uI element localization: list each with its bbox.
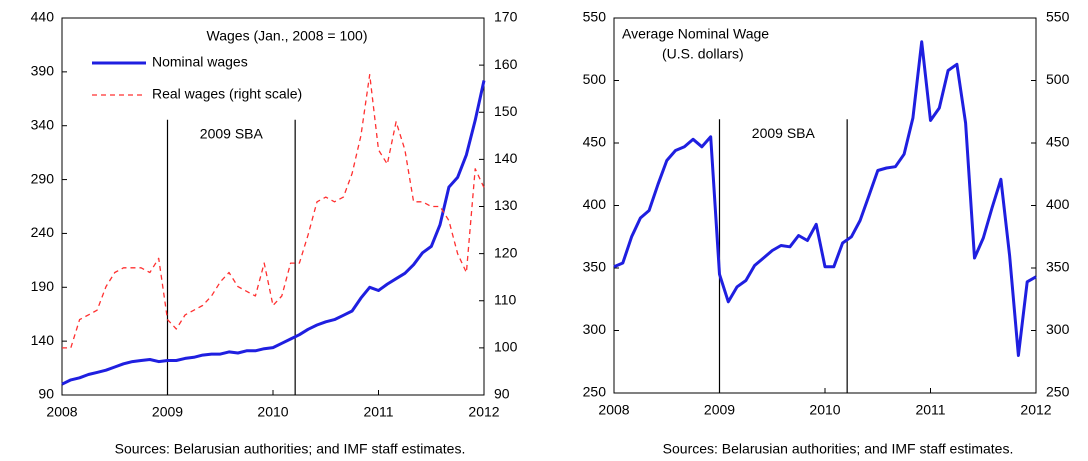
y-tick-label: 340 [31,116,55,132]
annotation: 2009 SBA [752,125,816,141]
y2-tick-label: 150 [494,103,518,119]
y2-tick-label: 130 [494,197,518,213]
y-tick-label: 250 [583,384,607,400]
source-note: Sources: Belarusian authorities; and IMF… [663,441,1014,457]
y2-tick-label: 550 [1046,9,1070,25]
plot-frame [61,17,485,396]
x-tick-label: 2008 [46,404,77,420]
chart-subtitle: (U.S. dollars) [662,46,744,62]
y-tick-label: 500 [583,71,607,87]
y2-tick-label: 350 [1046,259,1070,275]
y2-tick-label: 160 [494,56,518,72]
x-tick-label: 2012 [1020,402,1051,418]
data-line [61,80,486,386]
y-tick-label: 240 [31,224,55,240]
y-tick-label: 350 [583,259,607,275]
y-tick-label: 450 [583,134,607,150]
y-tick-label: 440 [31,9,55,25]
y2-tick-label: 500 [1046,71,1070,87]
y2-tick-label: 170 [494,9,518,25]
chart-title: Wages (Jan., 2008 = 100) [207,28,368,44]
x-tick-label: 2009 [152,404,183,420]
x-tick-label: 2011 [915,402,945,418]
x-tick-label: 2011 [363,404,393,420]
annotation: 2009 SBA [200,126,264,142]
y-tick-label: 190 [31,278,55,294]
plot-frame [613,17,1037,394]
y-tick-label: 300 [583,321,607,337]
y-tick-label: 140 [31,332,55,348]
x-tick-label: 2010 [257,404,288,420]
x-tick-label: 2009 [704,402,735,418]
y-tick-label: 290 [31,170,55,186]
data-line [62,73,485,349]
x-tick-label: 2010 [809,402,840,418]
data-line [613,40,1037,357]
y2-tick-label: 450 [1046,134,1070,150]
y-tick-label: 390 [31,63,55,79]
y2-tick-label: 400 [1046,196,1070,212]
x-tick-label: 2008 [598,402,629,418]
y2-tick-label: 110 [494,291,517,307]
y2-tick-label: 250 [1046,384,1070,400]
source-note: Sources: Belarusian authorities; and IMF… [115,441,466,457]
y2-tick-label: 140 [494,150,518,166]
y-tick-label: 550 [583,9,607,25]
y-tick-label: 400 [583,196,607,212]
y2-tick-label: 100 [494,339,518,355]
y2-tick-label: 300 [1046,321,1070,337]
chart-title: Average Nominal Wage [622,26,769,42]
y2-tick-label: 90 [494,386,510,402]
y-tick-label: 90 [38,386,54,402]
x-tick-label: 2012 [468,404,499,420]
legend-label: Nominal wages [152,54,248,70]
y2-tick-label: 120 [494,244,518,260]
legend-label: Real wages (right scale) [152,86,302,102]
